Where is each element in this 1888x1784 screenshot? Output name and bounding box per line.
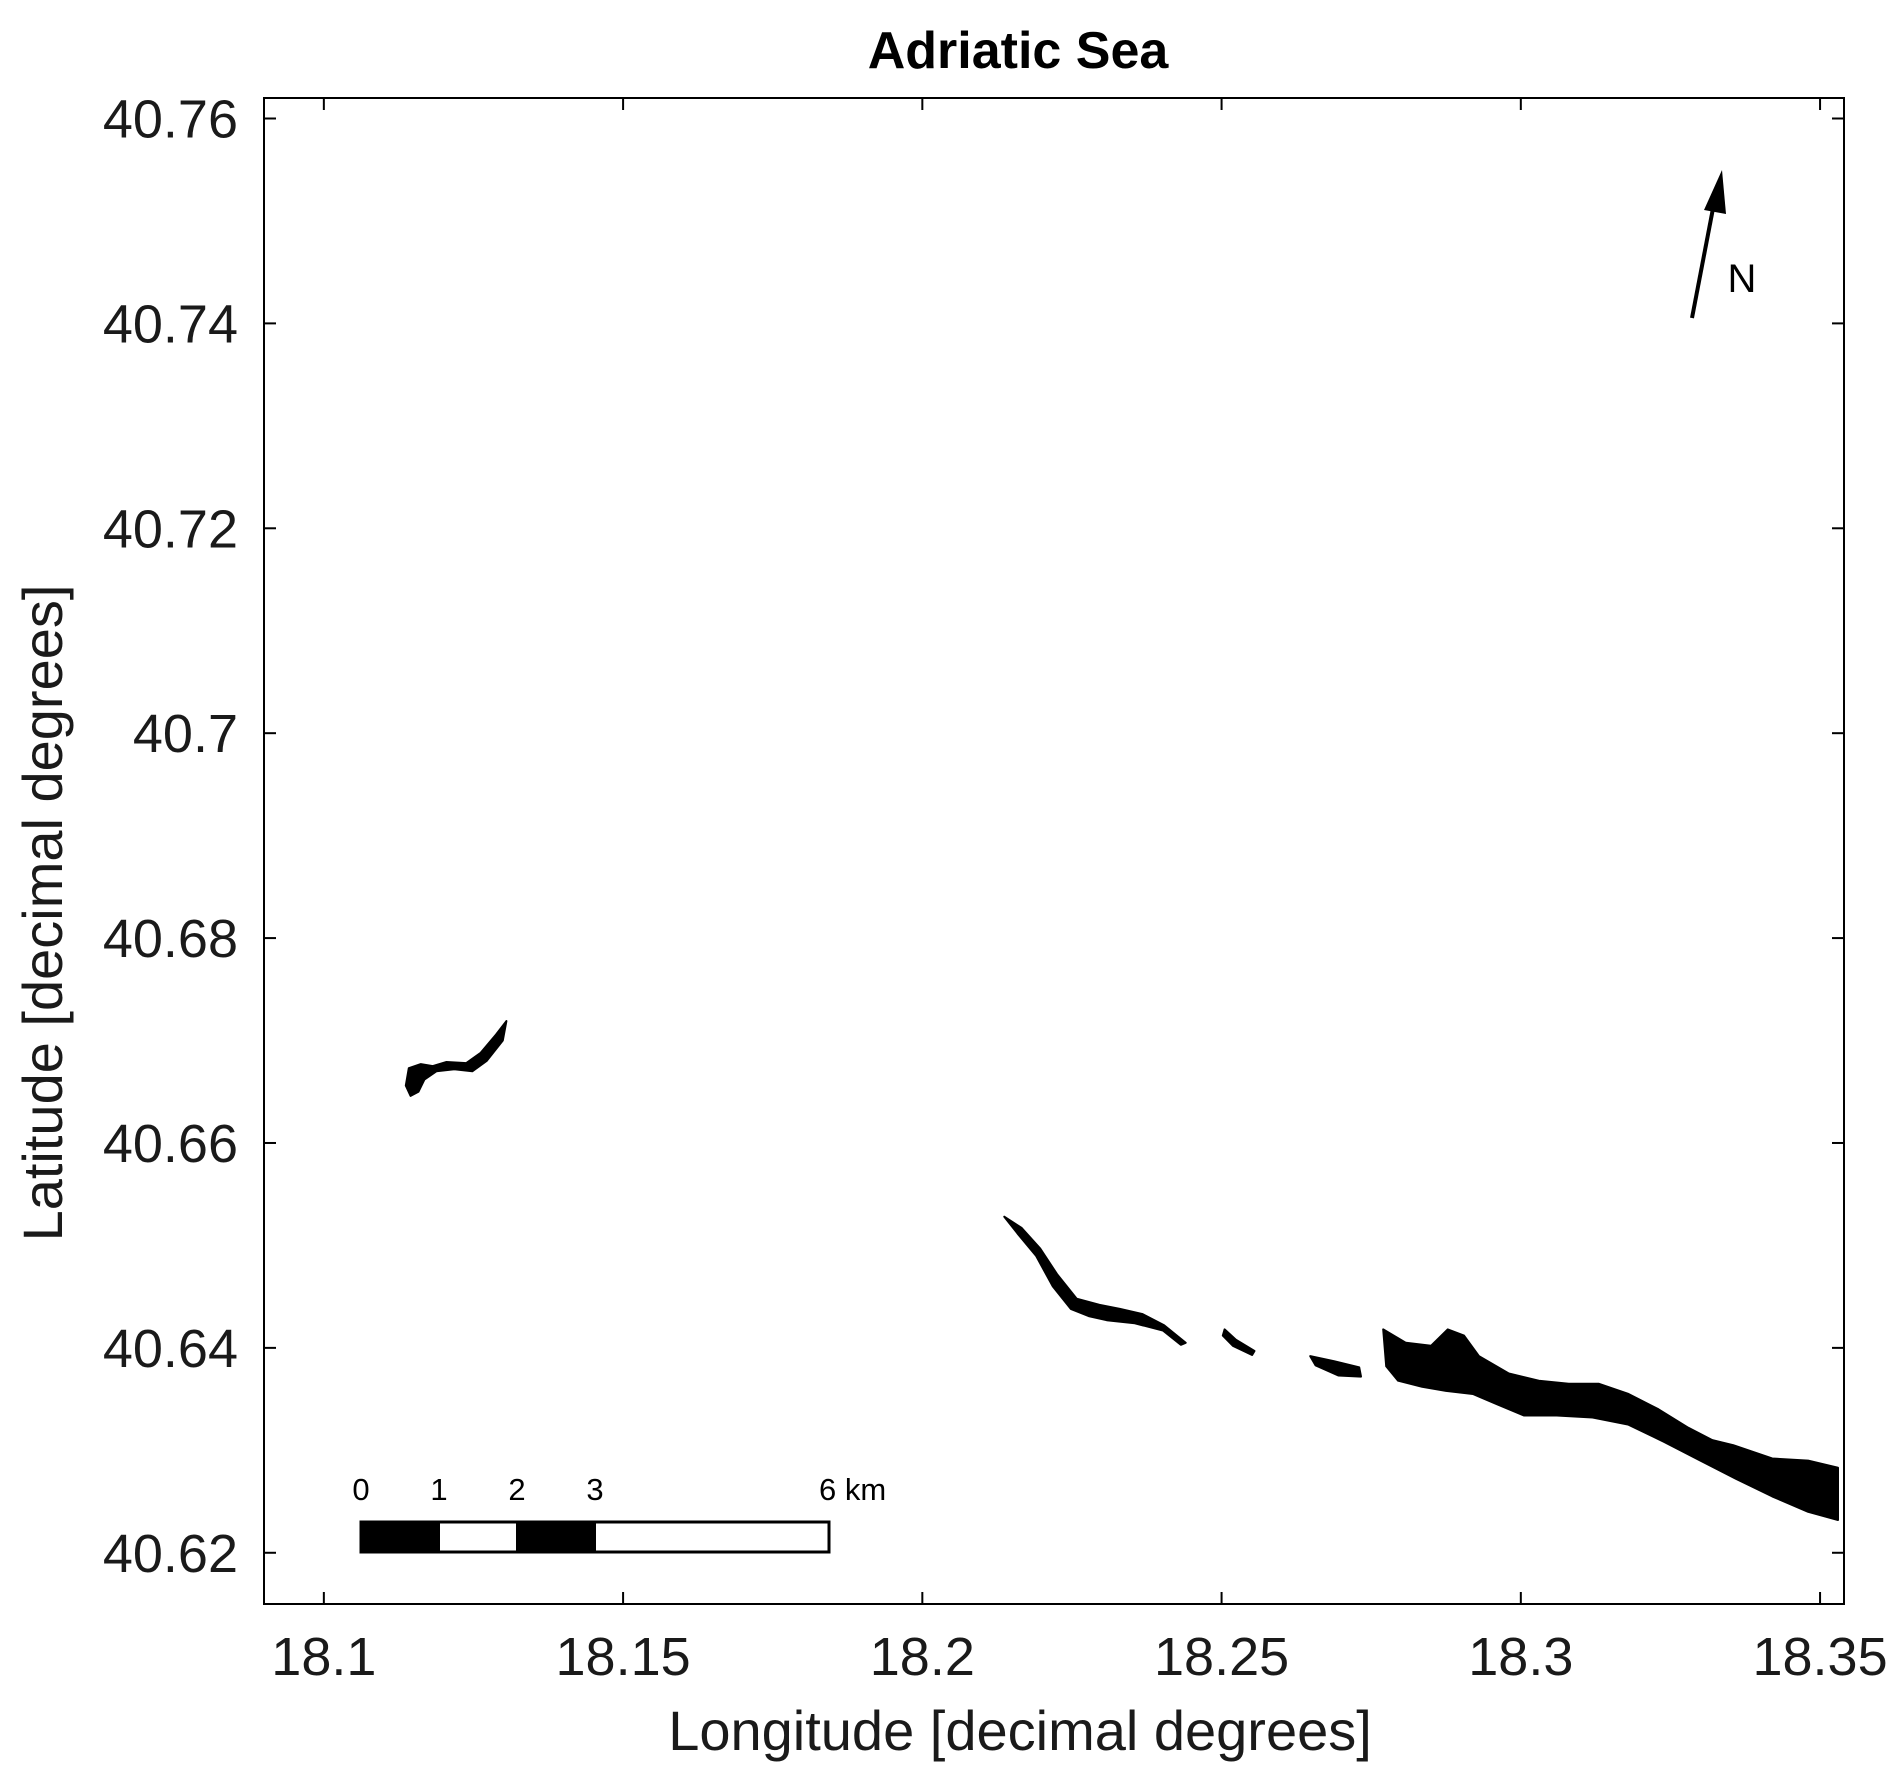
y-tick-label: 40.72 — [103, 499, 238, 559]
y-tick-label: 40.64 — [103, 1319, 238, 1379]
y-axis-ticks: 40.62 40.64 40.66 40.68 40.7 40.72 40.74 40.76 — [103, 89, 1844, 1584]
x-tick-label: 18.35 — [1752, 1627, 1887, 1687]
north-arrowhead — [1704, 170, 1726, 214]
y-tick-label: 40.66 — [103, 1114, 238, 1174]
scale-label: 0 — [352, 1472, 369, 1507]
y-tick-label: 40.74 — [103, 294, 238, 354]
slick-fragment-a — [1221, 1328, 1256, 1356]
north-label: N — [1728, 257, 1757, 301]
scale-label: 2 — [508, 1472, 525, 1507]
slick-east-slick — [1382, 1328, 1839, 1521]
x-axis-title: Longitude [decimal degrees] — [668, 1699, 1372, 1762]
y-tick-label: 40.76 — [103, 89, 238, 149]
y-axis-title: Latitude [decimal degrees] — [11, 585, 74, 1242]
y-tick-label: 40.62 — [103, 1524, 238, 1584]
y-tick-label: 40.68 — [103, 909, 238, 969]
scale-segment — [438, 1521, 518, 1553]
slick-central-slick — [1003, 1215, 1187, 1346]
slick-fragment-b — [1309, 1355, 1362, 1378]
north-arrow: N — [1690, 170, 1757, 319]
scale-segment — [516, 1521, 596, 1553]
scale-segment — [594, 1521, 830, 1553]
plot-frame — [263, 97, 1845, 1605]
scale-bar: 0 1 2 3 6 km — [352, 1472, 886, 1554]
x-tick-label: 18.1 — [271, 1627, 376, 1687]
map-title: Adriatic Sea — [868, 22, 1170, 80]
scale-outline — [359, 1520, 831, 1554]
y-tick-label: 40.7 — [133, 704, 238, 764]
scale-label: 1 — [430, 1472, 447, 1507]
north-arrow-line — [1690, 197, 1717, 319]
scale-label: 6 km — [819, 1472, 886, 1507]
x-tick-label: 18.2 — [870, 1627, 975, 1687]
x-axis-ticks: 18.1 18.15 18.2 18.25 18.3 18.35 — [271, 98, 1888, 1687]
x-tick-label: 18.25 — [1154, 1627, 1289, 1687]
slick-west-slick — [404, 1020, 508, 1097]
x-tick-label: 18.15 — [556, 1627, 691, 1687]
scale-label: 3 — [586, 1472, 603, 1507]
scale-segment — [360, 1521, 440, 1553]
x-tick-label: 18.3 — [1468, 1627, 1573, 1687]
slick-features — [404, 1020, 1839, 1521]
